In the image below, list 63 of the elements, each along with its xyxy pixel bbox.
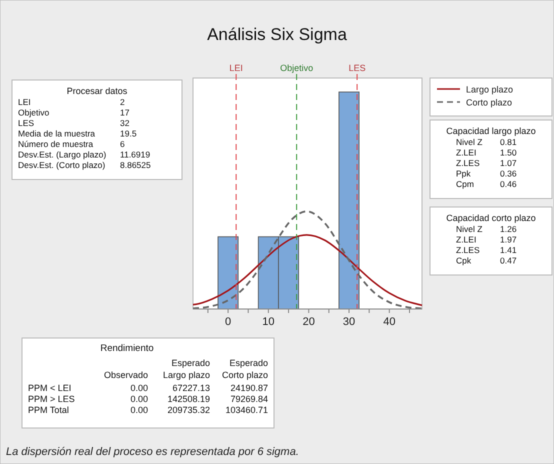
category-label: Cpm bbox=[456, 179, 474, 189]
category-label: Desv.Est. (Corto plazo) bbox=[18, 160, 106, 170]
text: 1.41 bbox=[500, 245, 517, 255]
category-label: Desv.Est. (Largo plazo) bbox=[18, 150, 106, 160]
text: 11.6919 bbox=[120, 150, 150, 160]
x-tick-label: 40 bbox=[383, 316, 396, 328]
text: 32 bbox=[120, 118, 130, 128]
text: Esperado Largo plazo bbox=[162, 358, 210, 380]
text: 1.97 bbox=[500, 234, 517, 244]
category-label: PPM < LEI bbox=[28, 383, 72, 393]
text: 0.81 bbox=[500, 137, 517, 147]
x-tick-label: 30 bbox=[342, 316, 356, 328]
category-label: LES bbox=[18, 118, 34, 128]
ref-line-label: LES bbox=[348, 63, 366, 73]
category-label: Media de la muestra bbox=[18, 128, 96, 138]
category-label: Nivel Z bbox=[456, 137, 482, 147]
category-label: LEI bbox=[18, 97, 31, 107]
text: 0.36 bbox=[500, 168, 517, 178]
category-label: Z.LEI bbox=[456, 234, 476, 244]
text: 0.47 bbox=[500, 256, 517, 266]
text: 2 bbox=[120, 97, 125, 107]
data-label: 103460.71 bbox=[225, 405, 268, 415]
text: Procesar datos bbox=[66, 86, 128, 96]
text: 6 bbox=[120, 139, 125, 149]
category-label: Z.LEI bbox=[456, 148, 476, 158]
x-tick-label: 20 bbox=[302, 316, 315, 328]
data-label: 209735.32 bbox=[167, 405, 210, 415]
text: Capacidad largo plazo bbox=[446, 126, 536, 136]
series-label: Observado bbox=[104, 370, 148, 380]
text: 1.07 bbox=[500, 158, 517, 168]
category-label: Objetivo bbox=[18, 108, 50, 118]
data-label: 79269.84 bbox=[230, 394, 268, 404]
text: Esperado Corto plazo bbox=[222, 358, 268, 380]
ref-line-label: LEI bbox=[229, 63, 243, 73]
data-label: 67227.13 bbox=[172, 383, 210, 393]
legend-label: Corto plazo bbox=[466, 98, 512, 108]
chart-title: Análisis Six Sigma bbox=[207, 25, 348, 44]
x-tick-label: 10 bbox=[262, 316, 275, 328]
category-label: PPM Total bbox=[28, 405, 69, 415]
text: 17 bbox=[120, 108, 130, 118]
text: 1.50 bbox=[500, 148, 517, 158]
x-tick-label: 0 bbox=[225, 316, 232, 328]
text: La dispersión real del proceso es representada por 6 sigma. bbox=[6, 446, 299, 458]
text: 0.46 bbox=[500, 179, 517, 189]
category-label: Z.LES bbox=[456, 245, 480, 255]
data-label: 142508.19 bbox=[167, 394, 210, 404]
category-label: Número de muestra bbox=[18, 139, 94, 149]
category-label: Cpk bbox=[456, 256, 472, 266]
text: Rendimiento bbox=[100, 343, 154, 354]
category-label: PPM > LES bbox=[28, 394, 75, 404]
category-label: Z.LES bbox=[456, 158, 480, 168]
category-label: Ppk bbox=[456, 168, 472, 178]
ref-line-label: Objetivo bbox=[280, 63, 314, 73]
data-label: 0.00 bbox=[130, 394, 148, 404]
data-label: 0.00 bbox=[130, 383, 148, 393]
text: 1.26 bbox=[500, 224, 517, 234]
legend-label: Largo plazo bbox=[466, 84, 514, 94]
data-label: 0.00 bbox=[130, 405, 148, 415]
text: 8.86525 bbox=[120, 160, 151, 170]
text: Capacidad corto plazo bbox=[446, 213, 536, 223]
text: 19.5 bbox=[120, 128, 137, 138]
category-label: Nivel Z bbox=[456, 224, 482, 234]
data-label: 24190.87 bbox=[230, 383, 268, 393]
